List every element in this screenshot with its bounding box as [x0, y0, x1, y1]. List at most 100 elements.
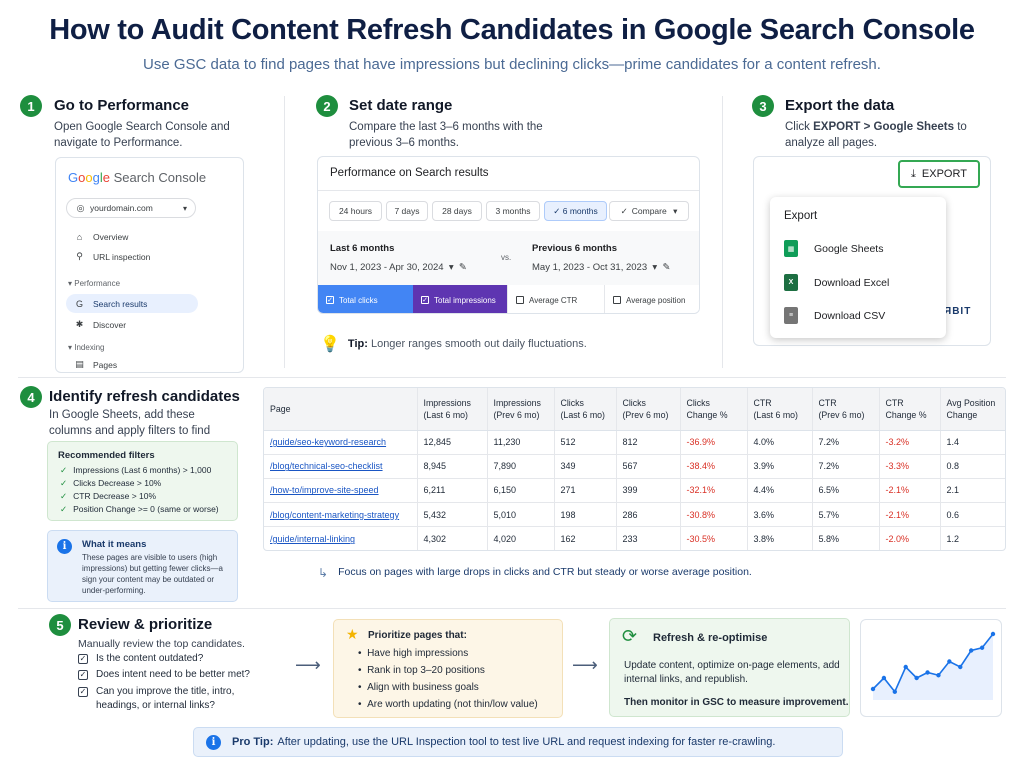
- column-header[interactable]: Avg Position Change: [940, 388, 1005, 431]
- property-selector[interactable]: ◎ yourdomain.com ▾: [66, 198, 196, 218]
- page-url-link[interactable]: /how-to/improve-site-speed: [264, 478, 418, 504]
- trend-point: [979, 645, 985, 650]
- prev-range-value[interactable]: May 1, 2023 - Oct 31, 2023 ▾ ✎: [532, 262, 671, 273]
- range-3-months[interactable]: 3 months: [486, 201, 540, 221]
- export-menu: Export ▦ Google Sheets X Download Excel ≡ D…: [770, 197, 946, 338]
- table-cell: 5.8%: [812, 526, 880, 550]
- range-6-months[interactable]: ✓ 6 months: [544, 201, 607, 221]
- table-cell: 11,230: [487, 430, 555, 455]
- step-2-desc: Compare the last 3–6 months with the pre…: [349, 121, 543, 149]
- table-cell: -32.1%: [680, 478, 748, 504]
- review-check-item[interactable]: ✓ Does intent need to be better met?: [78, 669, 250, 680]
- check-icon: ✓: [60, 478, 68, 488]
- nav-item-pages[interactable]: ▤ Pages: [75, 359, 118, 370]
- page-url-link[interactable]: /blog/content-marketing-strategy: [264, 502, 418, 528]
- divider: [722, 96, 723, 368]
- refresh-box: ⟳ Refresh & re-optimise Update content, …: [609, 618, 850, 717]
- nav-item-overview[interactable]: ⌂ Overview: [66, 227, 198, 246]
- column-header[interactable]: Clicks (Last 6 mo): [554, 388, 617, 431]
- what-it-means-box: i What it means These pages are visible …: [47, 530, 238, 602]
- trend-point: [870, 686, 876, 692]
- table-cell: -38.4%: [680, 454, 748, 479]
- focus-note: ↳ Focus on pages with large drops in cli…: [318, 566, 752, 580]
- metric-total-impressions[interactable]: ✓ Total impressions: [413, 285, 507, 313]
- table-cell: 8,945: [417, 454, 488, 479]
- range-28-days[interactable]: 28 days: [432, 201, 482, 221]
- table-cell: -3.3%: [879, 454, 941, 479]
- divider: [318, 190, 699, 191]
- asterisk-icon: ✱: [75, 319, 84, 329]
- csv-file-icon: ≡: [784, 307, 798, 324]
- chevron-down-icon: ▾: [647, 262, 663, 273]
- table-cell: 5.7%: [812, 502, 880, 528]
- check-icon: ✓: [60, 465, 68, 475]
- prioritize-box: ★ Prioritize pages that: • Have high imp…: [333, 619, 563, 718]
- page-subtitle: Use GSC data to find pages that have imp…: [143, 56, 881, 73]
- step-4-title: Identify refresh candidates: [49, 388, 240, 405]
- table-row: /guide/seo-keyword-research 12,845 11,230 5…: [264, 430, 1005, 455]
- range-7-days[interactable]: 7 days: [386, 201, 428, 221]
- metric-total-clicks[interactable]: ✓ Total clicks: [318, 285, 413, 313]
- home-icon: ⌂: [76, 231, 83, 242]
- table-cell: 12,845: [417, 430, 488, 455]
- info-icon: i: [57, 539, 72, 554]
- table-cell: -2.1%: [879, 502, 941, 528]
- filter-item: ✓ CTR Decrease > 10%: [60, 491, 157, 501]
- nav-section-performance[interactable]: ▾ Performance: [68, 279, 121, 288]
- step-3-number: 3: [752, 95, 774, 117]
- export-download-excel[interactable]: X Download Excel: [784, 274, 889, 291]
- column-header[interactable]: CTR Change %: [879, 388, 941, 431]
- column-header[interactable]: CTR (Prev 6 mo): [812, 388, 880, 431]
- arrow-right-icon: ⟶: [295, 655, 321, 675]
- page-title: How to Audit Content Refresh Candidates …: [49, 14, 975, 46]
- page-url-link[interactable]: /guide/internal-linking: [264, 526, 418, 550]
- review-check-item[interactable]: ✓ Is the content outdated?: [78, 653, 204, 664]
- globe-icon: ◎: [76, 202, 85, 213]
- search-icon: ⚲: [76, 251, 83, 261]
- table-cell: 567: [616, 454, 681, 479]
- refresh-icon: ⟳: [622, 626, 638, 646]
- table-cell: -36.9%: [680, 430, 748, 455]
- compare-dropdown[interactable]: ✓ Compare ▾: [609, 201, 689, 221]
- table-cell: -2.0%: [879, 526, 941, 550]
- export-download-csv[interactable]: ≡ Download CSV: [784, 307, 885, 324]
- nav-item-discover[interactable]: ✱ Discover: [75, 319, 127, 330]
- chevron-down-icon: ▾: [182, 203, 187, 213]
- metric-average-ctr[interactable]: Average CTR: [507, 285, 604, 313]
- metric-average-position[interactable]: Average position: [604, 285, 699, 313]
- table-cell: 0.6: [940, 502, 1005, 528]
- checkbox-checked-icon: ✓: [78, 670, 88, 680]
- step-3-desc: Click EXPORT > Google Sheets to analyze …: [785, 121, 967, 149]
- table-cell: 5,432: [417, 502, 488, 528]
- column-header[interactable]: Page: [264, 388, 418, 431]
- table-cell: 4.4%: [747, 478, 813, 504]
- column-header[interactable]: Clicks Change %: [680, 388, 748, 431]
- trend-point: [881, 675, 887, 681]
- column-header[interactable]: CTR (Last 6 mo): [747, 388, 813, 431]
- table-cell: 7,890: [487, 454, 555, 479]
- nav-item-search-results[interactable]: G Search results: [66, 294, 198, 313]
- column-header[interactable]: Impressions (Last 6 mo): [417, 388, 488, 431]
- export-button[interactable]: ⤓ EXPORT: [898, 160, 980, 188]
- prioritize-title: Prioritize pages that:: [368, 630, 467, 641]
- candidates-table: Page Impressions (Last 6 mo) Impressions (Pr…: [263, 387, 1006, 551]
- page-url-link[interactable]: /guide/seo-keyword-research: [264, 430, 418, 455]
- page-url-link[interactable]: /blog/technical-seo-checklist: [264, 454, 418, 479]
- nav-item-url-inspection[interactable]: ⚲ URL inspection: [66, 247, 198, 266]
- prioritize-item: • Have high impressions: [358, 648, 469, 659]
- table-cell: 7.2%: [812, 430, 880, 455]
- range-24-hours[interactable]: 24 hours: [329, 201, 382, 221]
- recommended-filters-box: Recommended filters ✓ Impressions (Last 6…: [47, 441, 238, 521]
- trend-point: [914, 675, 919, 681]
- checkbox-icon: [613, 296, 621, 304]
- export-google-sheets[interactable]: ▦ Google Sheets: [784, 240, 883, 257]
- column-header[interactable]: Impressions (Prev 6 mo): [487, 388, 555, 431]
- nav-section-indexing[interactable]: ▾ Indexing: [68, 343, 105, 352]
- review-check-item[interactable]: ✓ Can you improve the title, intro, headi…: [78, 686, 235, 711]
- checkbox-checked-icon: ✓: [326, 296, 334, 304]
- table-row: /blog/content-marketing-strategy 5,432 5,0…: [264, 502, 1005, 528]
- column-header[interactable]: Clicks (Prev 6 mo): [616, 388, 681, 431]
- arrow-right-icon: ⟶: [572, 655, 598, 675]
- table-cell: -2.1%: [879, 478, 941, 504]
- last-range-value[interactable]: Nov 1, 2023 - Apr 30, 2024 ▾ ✎: [330, 262, 467, 273]
